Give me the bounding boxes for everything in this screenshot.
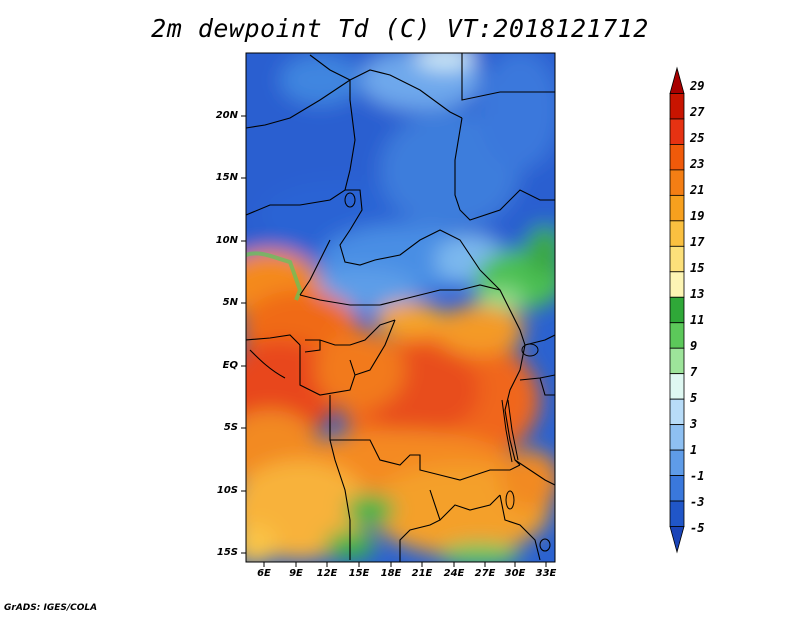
lon-label: 27E bbox=[474, 568, 496, 579]
country-borders bbox=[246, 53, 555, 562]
colorbar-label: -5 bbox=[690, 521, 705, 535]
colorbar-swatch bbox=[669, 500, 685, 527]
lon-label: 12E bbox=[316, 568, 338, 579]
lakes bbox=[344, 192, 551, 552]
colorbar-label: 15 bbox=[690, 261, 705, 275]
axis-ticks bbox=[241, 115, 547, 567]
colorbar-label: -3 bbox=[690, 495, 705, 509]
colorbar-swatch bbox=[669, 449, 685, 476]
colorbar-label: 19 bbox=[690, 209, 705, 223]
colorbar-label: 29 bbox=[690, 79, 705, 93]
colorbar-swatch bbox=[669, 93, 685, 120]
colorbar-swatch bbox=[669, 245, 685, 273]
lon-label: 24E bbox=[443, 568, 465, 579]
colorbar bbox=[669, 66, 685, 554]
colorbar-swatch bbox=[669, 118, 685, 145]
colorbar-label: 9 bbox=[690, 339, 698, 353]
colorbar-label: 23 bbox=[690, 157, 705, 171]
colorbar-label: 13 bbox=[690, 287, 705, 301]
lat-label: 5N bbox=[222, 297, 238, 308]
colorbar-label: 21 bbox=[690, 183, 705, 197]
colorbar-label: 25 bbox=[690, 131, 705, 145]
lon-label: 30E bbox=[504, 568, 526, 579]
colorbar-label: -1 bbox=[690, 469, 705, 483]
colorbar-label: 11 bbox=[690, 313, 705, 327]
colorbar-swatch bbox=[669, 194, 685, 222]
lat-label: 5S bbox=[223, 422, 238, 433]
colorbar-swatch bbox=[669, 424, 685, 451]
lat-label: 20N bbox=[215, 110, 238, 121]
lon-label: 6E bbox=[257, 568, 271, 579]
colorbar-swatch bbox=[669, 347, 685, 375]
colorbar-label: 3 bbox=[690, 417, 698, 431]
dewpoint-field bbox=[246, 53, 555, 562]
lat-label: EQ bbox=[222, 360, 238, 371]
lon-label: 21E bbox=[411, 568, 433, 579]
colorbar-label: 27 bbox=[690, 105, 705, 119]
colorbar-label: 5 bbox=[690, 391, 698, 405]
colorbar-swatch bbox=[669, 322, 685, 349]
colorbar-swatch bbox=[669, 296, 685, 324]
colorbar-swatch bbox=[669, 220, 685, 247]
lat-label: 15S bbox=[216, 547, 238, 558]
colorbar-swatch bbox=[669, 526, 685, 554]
lon-label: 15E bbox=[348, 568, 370, 579]
map-frame bbox=[245, 52, 556, 563]
colorbar-swatch bbox=[669, 169, 685, 196]
colorbar-label: 1 bbox=[690, 443, 698, 457]
lon-label: 9E bbox=[289, 568, 303, 579]
map-title: 2m dewpoint Td (C) VT:2018121712 bbox=[151, 14, 649, 43]
colorbar-label: 17 bbox=[690, 235, 705, 249]
colorbar-swatch bbox=[669, 398, 685, 426]
lat-label: 10S bbox=[216, 485, 238, 496]
colorbar-swatch bbox=[669, 271, 685, 298]
credit-text: GrADS: IGES/COLA bbox=[4, 603, 98, 613]
lat-label: 15N bbox=[215, 172, 238, 183]
lon-label: 33E bbox=[535, 568, 557, 579]
colorbar-swatch bbox=[669, 144, 685, 171]
lon-label: 18E bbox=[380, 568, 402, 579]
lat-label: 10N bbox=[215, 235, 238, 246]
colorbar-label: 7 bbox=[690, 365, 698, 379]
colorbar-swatch bbox=[669, 373, 685, 400]
colorbar-swatch bbox=[669, 66, 685, 94]
colorbar-swatch bbox=[669, 475, 685, 502]
